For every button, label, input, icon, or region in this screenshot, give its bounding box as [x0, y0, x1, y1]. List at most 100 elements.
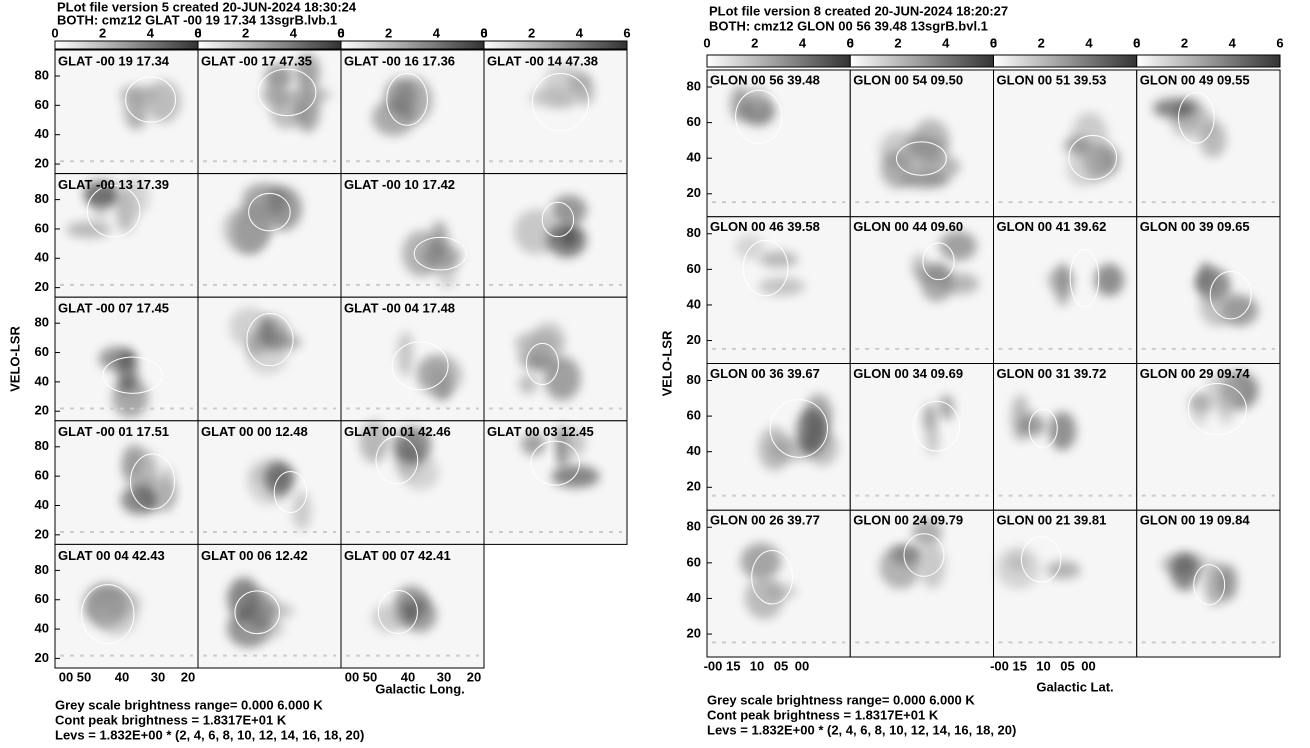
- panel-label: GLAT -00 13 17.39: [58, 177, 169, 192]
- footer-note: Cont peak brightness = 1.8317E+01 K: [707, 707, 939, 722]
- y-tick-label: 60: [35, 344, 49, 359]
- y-tick-label: 40: [35, 621, 49, 636]
- channel-panel: GLON 00 51 39.53: [993, 69, 1138, 218]
- colorbar-tick-label: 0: [990, 35, 997, 50]
- contour: [248, 192, 291, 232]
- emission-blob: [287, 86, 331, 104]
- emission-blob: [159, 466, 176, 512]
- emission-blob: [521, 433, 546, 456]
- colorbar: [483, 40, 628, 50]
- emission-blob: [262, 84, 290, 107]
- x-tick-label: 30: [437, 669, 451, 684]
- channel-panel: GLAT -00 07 17.45: [54, 296, 199, 422]
- channel-panel: GLON 00 54 09.50: [849, 69, 994, 218]
- panel-label: GLON 00 24 09.79: [853, 513, 963, 528]
- emission-blob: [920, 264, 953, 302]
- colorbar-tick-label: 4: [1085, 35, 1093, 50]
- emission-blob: [1054, 262, 1072, 306]
- panel-label: GLAT -00 04 17.48: [344, 301, 455, 316]
- emission-blob: [744, 576, 784, 620]
- emission-blob: [795, 408, 828, 455]
- x-tick-label: 00 50: [345, 669, 378, 684]
- y-tick-label: 20: [687, 185, 701, 200]
- panel-label: GLAT -00 16 17.36: [344, 53, 455, 68]
- panel-label: GLON 00 51 39.53: [997, 72, 1107, 87]
- channel-panel: GLAT 00 01 42.46: [340, 420, 485, 545]
- colorbar-tick-label: 6: [623, 25, 630, 40]
- panel-label: GLAT 00 07 42.41: [344, 548, 451, 563]
- panel-label: GLON 00 21 39.81: [997, 513, 1107, 528]
- colorbar-tick-label: 4: [576, 25, 584, 40]
- contour: [377, 589, 418, 634]
- contour: [125, 76, 177, 123]
- emission-blob: [903, 135, 944, 158]
- emission-blob: [249, 197, 274, 238]
- panel-label: GLAT -00 19 17.34: [58, 53, 170, 68]
- contour: [1020, 536, 1062, 583]
- contour: [742, 239, 789, 297]
- footer-note: Grey scale brightness range= 0.000 6.000…: [55, 697, 323, 712]
- panel-label: GLAT -00 10 17.42: [344, 177, 455, 192]
- emission-blob: [359, 421, 389, 463]
- y-tick-label: 20: [687, 332, 701, 347]
- panel-label: GLON 00 34 09.69: [853, 366, 963, 381]
- channel-panel: GLAT -00 04 17.48: [340, 296, 485, 422]
- colorbar-tick-label: 2: [1038, 35, 1045, 50]
- emission-blob: [730, 85, 750, 122]
- colorbar-tick-label: 4: [433, 25, 441, 40]
- plot-header: BOTH: cmz12 GLON 00 56 39.48 13sgrB.bvl.…: [709, 18, 988, 33]
- emission-blob: [735, 234, 765, 260]
- emission-blob: [1218, 563, 1238, 601]
- x-tick-label: 05: [1060, 658, 1074, 673]
- contour: [246, 312, 294, 367]
- colorbar: [849, 54, 994, 68]
- contour: [531, 73, 590, 132]
- channel-panel: GLON 00 41 39.62: [993, 216, 1138, 364]
- y-tick-label: 60: [35, 591, 49, 606]
- emission-blob: [258, 316, 289, 349]
- emission-blob: [543, 63, 588, 109]
- colorbar: [993, 54, 1138, 68]
- channel-panel: GLON 00 34 09.69: [849, 363, 994, 511]
- contour: [751, 549, 793, 605]
- x-tick-label: 00 50: [59, 669, 92, 684]
- channel-panel: GLON 00 36 39.67: [706, 363, 851, 511]
- emission-blob: [264, 461, 294, 496]
- panel-label: GLON 00 46 39.58: [710, 219, 820, 234]
- y-tick-label: 20: [35, 526, 49, 541]
- emission-blob: [403, 597, 437, 633]
- contour: [1178, 91, 1215, 144]
- panel-label: GLON 00 49 09.55: [1140, 72, 1250, 87]
- colorbar-tick-label: 2: [894, 35, 901, 50]
- emission-blob: [560, 228, 578, 247]
- x-tick-label: 20: [181, 669, 195, 684]
- y-tick-label: 80: [35, 67, 49, 82]
- colorbar-tick-label: 6: [1276, 35, 1283, 50]
- colorbar: [54, 40, 199, 50]
- y-tick-label: 40: [687, 296, 701, 311]
- colorbar: [197, 40, 342, 50]
- emission-blob: [532, 322, 566, 363]
- x-tick-label: 30: [151, 669, 165, 684]
- footer-note: Levs = 1.832E+00 * (2, 4, 6, 8, 10, 12, …: [55, 727, 364, 742]
- emission-blob: [295, 53, 320, 91]
- contour: [130, 453, 176, 510]
- emission-blob: [1191, 393, 1209, 426]
- colorbar-tick-label: 6: [990, 35, 997, 50]
- contour: [102, 356, 163, 394]
- colorbar: [706, 54, 851, 68]
- emission-blob: [913, 153, 961, 180]
- panel-background: [850, 363, 994, 511]
- contour: [1069, 248, 1100, 308]
- y-tick-label: 60: [35, 468, 49, 483]
- colorbar-tick-label: 4: [290, 25, 298, 40]
- channel-panel: GLON 00 24 09.79: [849, 509, 994, 658]
- x-tick-label: 00: [1081, 658, 1095, 673]
- y-tick-label: 40: [687, 443, 701, 458]
- emission-blob: [121, 485, 158, 515]
- emission-blob: [1201, 267, 1229, 303]
- channel-panel: GLAT 00 07 42.41: [340, 543, 485, 669]
- y-tick-label: 60: [35, 220, 49, 235]
- channel-panel: GLON 00 46 39.58: [706, 216, 851, 364]
